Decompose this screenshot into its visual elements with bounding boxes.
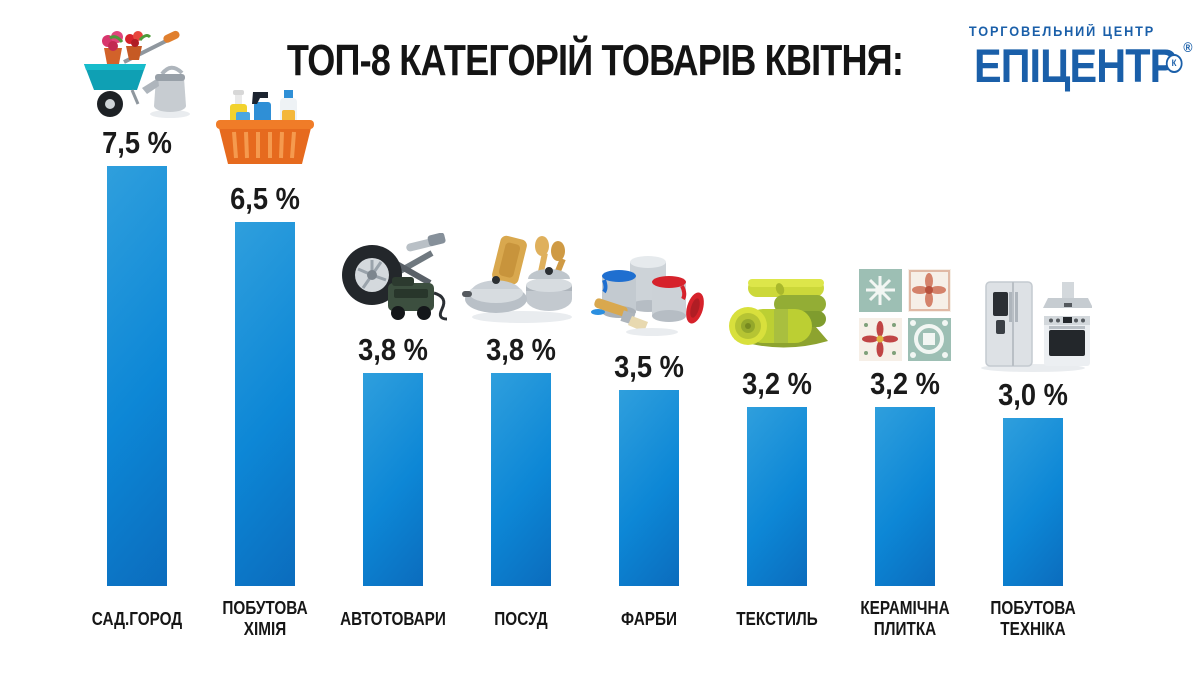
value-label: 6,5 %	[230, 181, 300, 216]
category-column-pobutova-tehnika: 3,0 % ПОБУТОВА ТЕХНІКА	[969, 0, 1097, 675]
category-label: АВТОТОВАРИ	[340, 608, 446, 629]
bar-sad-gorod	[107, 166, 167, 586]
ceramic-tile-icon	[845, 265, 965, 361]
bar-pobutova-himiya	[235, 222, 295, 586]
category-label: КЕРАМІЧНА ПЛИТКА	[860, 598, 950, 639]
logo-tagline: ТОРГОВЕЛЬНИЙ ЦЕНТР	[968, 24, 1156, 39]
circled-k-mark: К	[1165, 54, 1183, 73]
epicentr-logo: ТОРГОВЕЛЬНИЙ ЦЕНТР ЕПІЦЕНТРК®	[962, 24, 1193, 92]
category-column-sad-gorod: 7,5 % САД.ГОРОД	[73, 0, 201, 675]
category-column-posud: 3,8 % ПОСУД	[457, 0, 585, 675]
category-label: ПОБУТОВА ХІМІЯ	[222, 598, 308, 639]
paints-icon	[589, 248, 709, 344]
value-label: 3,8 %	[486, 332, 556, 367]
category-column-pobutova-himiya: 6,5 % ПОБУТОВА ХІМІЯ	[201, 0, 329, 675]
bar-keramichna-plytka	[875, 407, 935, 586]
value-label: 3,5 %	[614, 349, 684, 384]
registered-mark: ®	[1183, 39, 1193, 55]
auto-goods-icon	[333, 231, 453, 327]
category-label: ТЕКСТИЛЬ	[736, 608, 818, 629]
bar-avtotovary	[363, 373, 423, 586]
category-label: ПОСУД	[494, 608, 548, 629]
cookware-icon	[461, 231, 581, 327]
value-label: 7,5 %	[102, 125, 172, 160]
logo-brand: ЕПІЦЕНТРК®	[974, 39, 1193, 92]
category-label: ПОБУТОВА ТЕХНІКА	[990, 598, 1076, 639]
bar-tekstyl	[747, 407, 807, 586]
textile-icon	[717, 265, 837, 361]
garden-icon	[77, 24, 197, 120]
bar-farby	[619, 390, 679, 586]
bar-posud	[491, 373, 551, 586]
value-label: 3,2 %	[742, 366, 812, 401]
category-column-keramichna-plytka: 3,2 % КЕРАМІЧНА ПЛИТКА	[841, 0, 969, 675]
category-column-farby: 3,5 % ФАРБИ	[585, 0, 713, 675]
value-label: 3,2 %	[870, 366, 940, 401]
value-label: 3,8 %	[358, 332, 428, 367]
category-column-avtotovary: 3,8 % АВТОТОВАРИ	[329, 0, 457, 675]
value-label: 3,0 %	[998, 377, 1068, 412]
category-label: ФАРБИ	[621, 608, 677, 629]
appliances-icon	[973, 276, 1093, 372]
household-chemicals-icon	[205, 80, 325, 176]
category-column-tekstyl: 3,2 % ТЕКСТИЛЬ	[713, 0, 841, 675]
category-label: САД.ГОРОД	[91, 608, 183, 629]
bar-pobutova-tehnika	[1003, 418, 1063, 586]
page-title: ТОП-8 КАТЕГОРІЙ ТОВАРІВ КВІТНЯ:	[286, 36, 904, 85]
